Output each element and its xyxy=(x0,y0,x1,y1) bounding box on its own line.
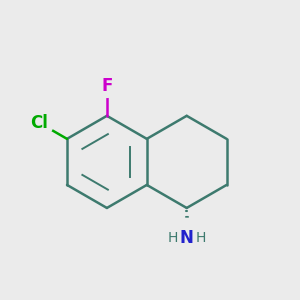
Text: F: F xyxy=(101,77,112,95)
Text: H: H xyxy=(167,231,178,245)
Text: Cl: Cl xyxy=(30,113,48,131)
Circle shape xyxy=(96,75,118,98)
Circle shape xyxy=(167,218,206,257)
Text: H: H xyxy=(196,231,206,245)
Circle shape xyxy=(24,108,54,137)
Text: N: N xyxy=(180,229,194,247)
